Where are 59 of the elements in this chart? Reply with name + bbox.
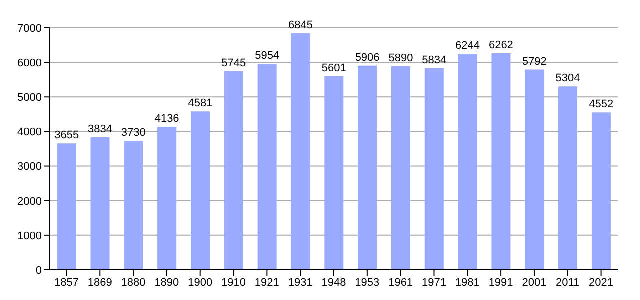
x-tick-label: 1931 [288, 276, 313, 289]
bar [291, 33, 310, 270]
bar [258, 64, 277, 270]
bar [224, 71, 244, 270]
data-label: 5954 [255, 50, 280, 62]
bar [424, 68, 444, 270]
data-label: 6244 [456, 40, 480, 52]
data-label: 3730 [121, 127, 146, 140]
bar [90, 137, 110, 270]
x-tick-label: 1910 [222, 276, 246, 289]
y-tick-label: 3000 [18, 161, 42, 174]
x-tick-label: 2001 [522, 276, 547, 289]
x-tick-label: 1880 [121, 276, 146, 289]
x-tick-label: 1991 [488, 276, 514, 289]
x-tick-label: 2011 [556, 276, 580, 289]
data-label: 5906 [355, 52, 380, 64]
x-tick-label: 1953 [355, 276, 380, 289]
x-tick-label: 1948 [322, 276, 346, 289]
x-tick-label: 1981 [455, 276, 480, 289]
bar [525, 70, 544, 270]
x-tick-label: 1869 [88, 276, 112, 289]
data-label: 5890 [388, 52, 414, 64]
data-label: 3834 [88, 123, 113, 136]
y-tick-label: 6000 [18, 57, 42, 70]
data-label: 6262 [488, 40, 514, 52]
data-label: 5601 [322, 62, 346, 74]
data-label: 3655 [54, 130, 80, 142]
data-label: 4581 [188, 98, 213, 110]
data-label: 5834 [422, 54, 447, 66]
bar [124, 141, 144, 270]
y-tick-label: 2000 [18, 196, 42, 208]
bar [358, 66, 378, 270]
data-label: 5304 [556, 72, 580, 85]
y-tick-label: 4000 [18, 126, 42, 139]
bar [558, 86, 578, 270]
data-label: 6845 [288, 19, 313, 32]
bar [492, 54, 511, 270]
bar [324, 76, 344, 270]
x-tick-label: 1857 [54, 276, 79, 289]
bar [191, 112, 210, 270]
bar [158, 127, 177, 270]
data-label: 4136 [154, 113, 180, 126]
x-tick-label: 1971 [422, 276, 446, 289]
x-tick-label: 1961 [388, 276, 414, 289]
bar [391, 66, 410, 270]
x-tick-label: 2021 [589, 276, 614, 289]
data-label: 5745 [222, 57, 246, 70]
y-tick-label: 1000 [18, 230, 42, 242]
y-tick-label: 5000 [18, 92, 42, 104]
data-label: 5792 [522, 56, 547, 68]
bar [57, 144, 76, 270]
x-tick-label: 1921 [254, 276, 280, 289]
x-tick-label: 1890 [154, 276, 180, 289]
data-label: 4552 [589, 98, 614, 111]
x-tick-label: 1900 [188, 276, 213, 289]
bar [458, 54, 478, 270]
y-tick-label: 0 [36, 264, 42, 277]
bar [592, 112, 611, 270]
y-tick-label: 7000 [18, 22, 42, 35]
